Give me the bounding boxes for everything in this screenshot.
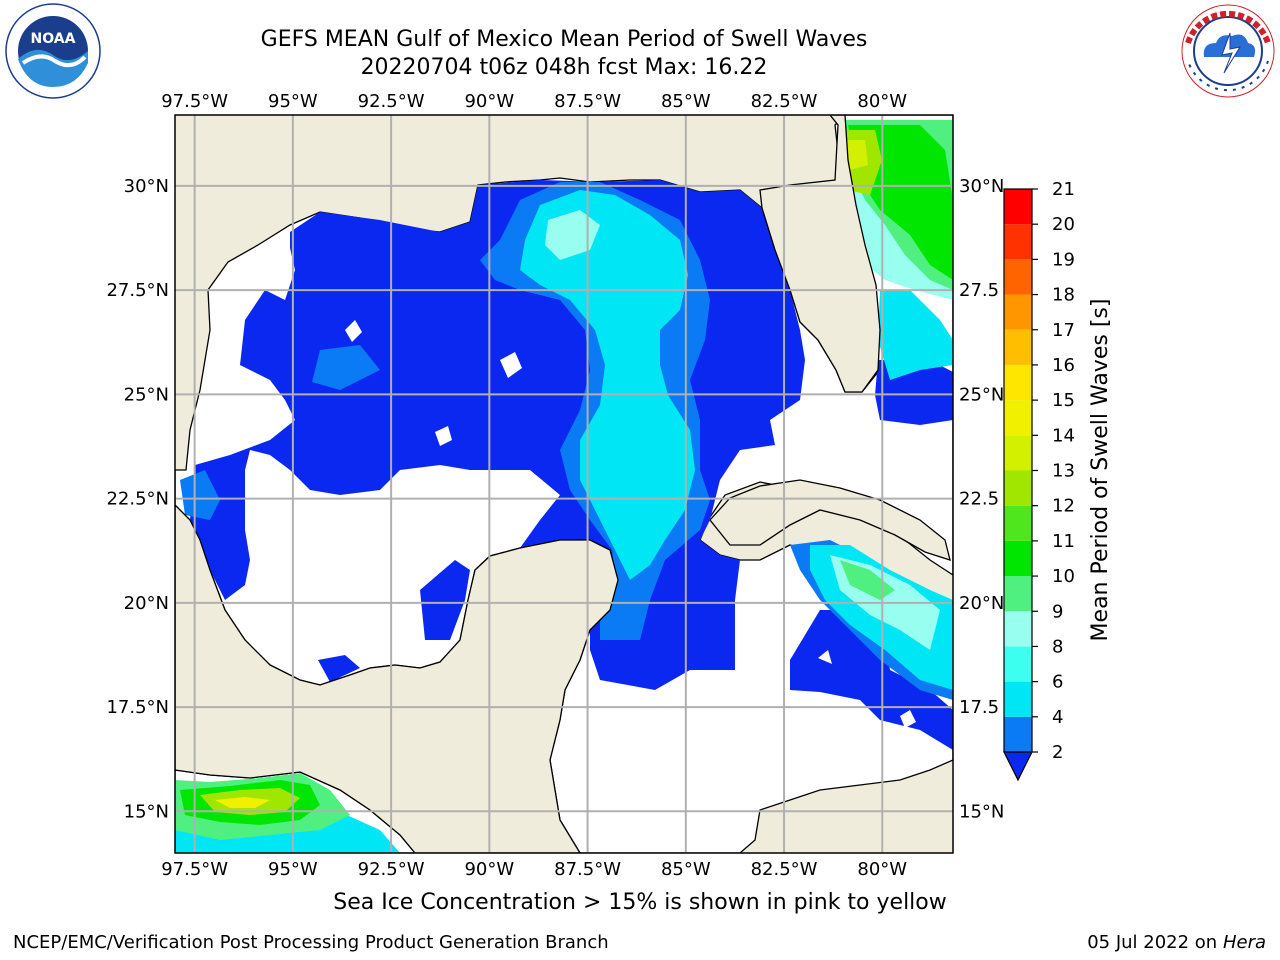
no-swell-patch <box>818 650 832 664</box>
colorbar-tick-label: 17 <box>1052 320 1075 341</box>
lat-label-right: 27.5 <box>959 280 999 301</box>
lat-label-right: 20°N <box>959 593 1004 614</box>
swell-band-14-16s <box>215 797 270 808</box>
colorbar-segment <box>1004 611 1032 647</box>
lat-label-left: 20°N <box>124 593 169 614</box>
lon-label-top: 92.5°W <box>358 91 425 112</box>
no-swell-patch <box>345 320 362 342</box>
no-swell-patch <box>900 710 916 728</box>
swell-band-2-4s-b <box>420 560 470 640</box>
colorbar-tick-label: 4 <box>1052 707 1063 728</box>
map-frame <box>174 114 954 854</box>
footer-date: 05 Jul 2022 on Hera <box>1087 932 1266 953</box>
swell-band-4-6s-b <box>312 345 380 390</box>
colorbar-extend-triangle <box>1003 751 1033 782</box>
lon-label-bottom: 95°W <box>268 859 318 880</box>
colorbar-segment <box>1004 329 1032 365</box>
florida <box>759 115 881 393</box>
lon-label-bottom: 80°W <box>857 859 907 880</box>
lon-label-bottom: 87.5°W <box>554 859 621 880</box>
axis-labels: 97.5°W 97.5°W 95°W 95°W 92.5°W 92.5°W 90°W 90°W… <box>106 91 1004 880</box>
colorbar-tick-label: 15 <box>1052 390 1075 411</box>
swell-band-4-6s-c <box>180 470 220 520</box>
colorbar-segment <box>1004 435 1032 471</box>
chart-title: GEFS MEAN Gulf of Mexico Mean Period of … <box>260 27 868 52</box>
colorbar-segment <box>1004 224 1032 260</box>
no-swell-patch <box>500 352 522 378</box>
lat-label-right: 17.5 <box>959 697 999 718</box>
map-area <box>175 115 953 853</box>
lon-label-bottom: 85°W <box>661 859 711 880</box>
lon-label-top: 85°W <box>661 91 711 112</box>
nws-logo <box>1181 4 1275 98</box>
colorbar-tick-label: 16 <box>1052 355 1075 376</box>
lon-label-bottom: 97.5°W <box>161 859 228 880</box>
colorbar-tick-label: 12 <box>1052 496 1075 517</box>
chart-subtitle: 20220704 t06z 048h fcst Max: 16.22 <box>360 55 768 80</box>
colorbar-segment <box>1004 646 1032 682</box>
noaa-logo: NOAA <box>5 3 101 99</box>
swell-band-8-9s <box>545 210 600 260</box>
lon-label-top: 97.5°W <box>161 91 228 112</box>
colorbar-segment <box>1004 294 1032 330</box>
colorbar-tick-label: 19 <box>1052 249 1075 270</box>
lat-label-right: 15°N <box>959 801 1004 822</box>
footer-credit: NCEP/EMC/Verification Post Processing Pr… <box>13 932 609 953</box>
colorbar-tick-label: 8 <box>1052 636 1063 657</box>
colorbar-tick-label: 20 <box>1052 214 1075 235</box>
swell-band-6-8s <box>520 190 695 580</box>
colorbar-segment <box>1004 540 1032 577</box>
noaa-logo-text: NOAA <box>31 31 76 47</box>
colorbar-segment <box>1004 189 1032 225</box>
lon-label-top: 80°W <box>857 91 907 112</box>
colorbar-tick-label: 14 <box>1052 425 1075 446</box>
colorbar-tick-label: 18 <box>1052 285 1075 306</box>
colorbar-tick-label: 6 <box>1052 672 1063 693</box>
lat-label-right: 22.5 <box>959 489 999 510</box>
lon-label-bottom: 90°W <box>464 859 514 880</box>
lon-label-bottom: 82.5°W <box>751 859 818 880</box>
footer-date-text: 05 Jul 2022 on <box>1087 932 1223 953</box>
lon-label-bottom: 92.5°W <box>358 859 425 880</box>
yucatan <box>175 504 619 853</box>
colorbar-tick-label: 2 <box>1052 742 1063 763</box>
lat-label-right: 30°N <box>959 176 1004 197</box>
colorbar-segment <box>1004 259 1032 295</box>
colorbar-tick-label: 13 <box>1052 461 1075 482</box>
gridlines <box>175 115 953 853</box>
swell-band-9-10s-b <box>840 560 895 600</box>
lat-label-left: 27.5°N <box>106 280 169 301</box>
colorbar-tick-label: 10 <box>1052 566 1075 587</box>
lon-label-top: 95°W <box>268 91 318 112</box>
footer-host: Hera <box>1222 932 1266 953</box>
swell-band-14-16s-b <box>845 140 868 170</box>
lat-label-left: 22.5°N <box>106 489 169 510</box>
colorbar-tick-label: 9 <box>1052 601 1063 622</box>
cuba <box>709 479 951 561</box>
lat-label-left: 30°N <box>124 176 169 197</box>
swell-band-2-4s-c <box>318 655 360 682</box>
colorbar-segment <box>1004 716 1032 752</box>
lon-label-top: 82.5°W <box>751 91 818 112</box>
lat-label-left: 17.5°N <box>106 697 169 718</box>
colorbar-segment <box>1004 576 1032 612</box>
colorbar-segment <box>1004 681 1032 717</box>
lon-label-top: 87.5°W <box>554 91 621 112</box>
sea-ice-note: Sea Ice Concentration > 15% is shown in … <box>333 890 947 915</box>
colorbar-tick-label: 21 <box>1052 179 1075 200</box>
colorbar-label: Mean Period of Swell Waves [s] <box>1088 299 1113 642</box>
lat-label-right: 25°N <box>959 384 1004 405</box>
lat-label-left: 15°N <box>124 801 169 822</box>
colorbar-segment <box>1004 505 1032 541</box>
colorbar-segment <box>1004 400 1032 436</box>
colorbar-tick-label: 11 <box>1052 531 1075 552</box>
no-swell-patch <box>435 426 452 446</box>
lat-label-left: 25°N <box>124 384 169 405</box>
colorbar-segment <box>1004 470 1032 506</box>
colorbar-segment <box>1004 364 1032 401</box>
colorbar: 2 4 6 8 9 10 11 12 13 14 15 16 17 18 19 20 21 <box>1003 179 1075 782</box>
lon-label-top: 90°W <box>464 91 514 112</box>
swell-band-6-8s-c <box>878 290 953 380</box>
